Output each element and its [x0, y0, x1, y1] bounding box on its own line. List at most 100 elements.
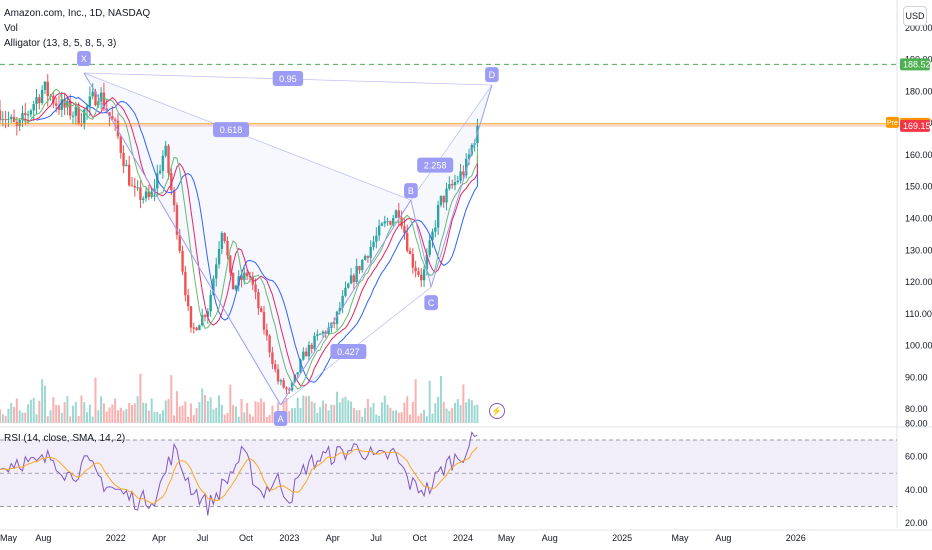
candle-body [257, 292, 260, 309]
volume-bar [470, 400, 473, 423]
candle-body [231, 272, 235, 290]
candle-body [383, 221, 386, 224]
candle-body [254, 284, 257, 293]
volume-bar [420, 413, 423, 423]
volume-bar [271, 405, 274, 423]
volume-bar [77, 415, 80, 423]
alligator-indicator-label[interactable]: Alligator (13, 8, 5, 8, 5, 3) [4, 38, 117, 49]
candle-body [375, 235, 378, 242]
volume-bar [195, 408, 198, 423]
pattern-ratio-label: 0.427 [337, 347, 360, 357]
time-tick-label: 2022 [106, 533, 126, 543]
volume-bar [285, 398, 288, 423]
candle-body [26, 114, 30, 116]
candle-body [175, 205, 179, 235]
symbol-title[interactable]: Amazon.com, Inc., 1D, NASDAQ [4, 8, 151, 19]
candle-body [4, 119, 7, 121]
volume-bar [333, 404, 336, 423]
volume-bar [425, 416, 428, 423]
candle-body [119, 136, 122, 153]
time-tick-label: May [498, 533, 516, 543]
volume-bar [439, 376, 442, 423]
candle-body [91, 91, 94, 97]
volume-indicator-label[interactable]: Vol [4, 23, 18, 34]
pre-tag-label: Pre [887, 120, 898, 127]
candle-body [215, 264, 218, 279]
price-tick-label: 100.00 [905, 341, 932, 351]
current-price-label: 169.15 [903, 121, 931, 131]
candle-body [347, 283, 350, 288]
volume-bar [114, 398, 117, 423]
volume-bar [142, 402, 145, 423]
candle-body [142, 198, 145, 200]
volume-bar [192, 415, 195, 423]
volume-bar [80, 395, 83, 423]
candle-body [38, 97, 41, 104]
time-tick-label: May [671, 533, 689, 543]
volume-bar [111, 404, 114, 423]
candle-body [403, 226, 406, 233]
pattern-ratio-label-bg [330, 343, 367, 359]
volume-bar [305, 396, 308, 423]
volume-bar [201, 388, 204, 423]
volume-bar [350, 401, 353, 423]
candle-body [108, 112, 111, 117]
pattern-ratio-label-bg [213, 122, 250, 138]
pattern-point-c-bg [424, 295, 438, 311]
candle-body [442, 195, 445, 203]
pattern-point-d: D [489, 70, 496, 80]
candle-body [369, 246, 372, 258]
candle-body [470, 144, 474, 155]
volume-bar [313, 402, 316, 423]
candle-body [389, 221, 392, 225]
candle-body [448, 184, 451, 189]
pattern-leg-bc [410, 199, 432, 288]
volume-bar [453, 402, 456, 423]
current-price-label-bg [900, 119, 930, 132]
candle-body [178, 234, 181, 251]
candle-body [77, 106, 80, 124]
volume-bar [18, 410, 21, 423]
volume-bar [248, 414, 251, 423]
volume-bar [319, 407, 322, 423]
volume-bar [473, 405, 476, 423]
candle-body [32, 104, 35, 111]
lightning-icon[interactable]: ⚡ [489, 403, 505, 419]
volume-bar [226, 412, 229, 423]
candle-body [167, 145, 170, 174]
candle-body [288, 389, 291, 391]
candle-body [372, 241, 375, 247]
candle-body [195, 327, 198, 331]
candle-body [380, 223, 384, 226]
candle-body [274, 364, 277, 370]
volume-bar [417, 415, 420, 423]
candle-body [313, 335, 316, 349]
volume-bar [178, 406, 181, 423]
volume-bar [133, 403, 136, 423]
rsi-indicator-label[interactable]: RSI (14, close, SMA, 14, 2) [4, 433, 126, 444]
candle-body [411, 254, 415, 268]
volume-bar [456, 399, 459, 423]
candle-body [150, 191, 153, 197]
candle-body [338, 307, 342, 312]
candle-body [344, 287, 347, 296]
volume-bar [459, 405, 462, 423]
candle-body [276, 369, 280, 382]
time-tick-label: May [0, 533, 18, 543]
time-tick-label: 2026 [786, 533, 806, 543]
volume-bar [38, 400, 41, 423]
volume-bar [344, 396, 347, 423]
volume-bar [46, 416, 49, 423]
volume-bar [411, 401, 414, 423]
candle-body [46, 81, 49, 97]
volume-bar [175, 391, 178, 423]
candle-body [122, 152, 125, 167]
candle-body [406, 232, 409, 251]
volume-bar [434, 403, 437, 423]
volume-bar [442, 401, 445, 423]
currency-button[interactable]: USD [903, 6, 927, 26]
volume-bar [223, 414, 226, 423]
volume-bar [167, 398, 170, 423]
volume-bar [74, 401, 77, 423]
candle-body [358, 266, 361, 271]
